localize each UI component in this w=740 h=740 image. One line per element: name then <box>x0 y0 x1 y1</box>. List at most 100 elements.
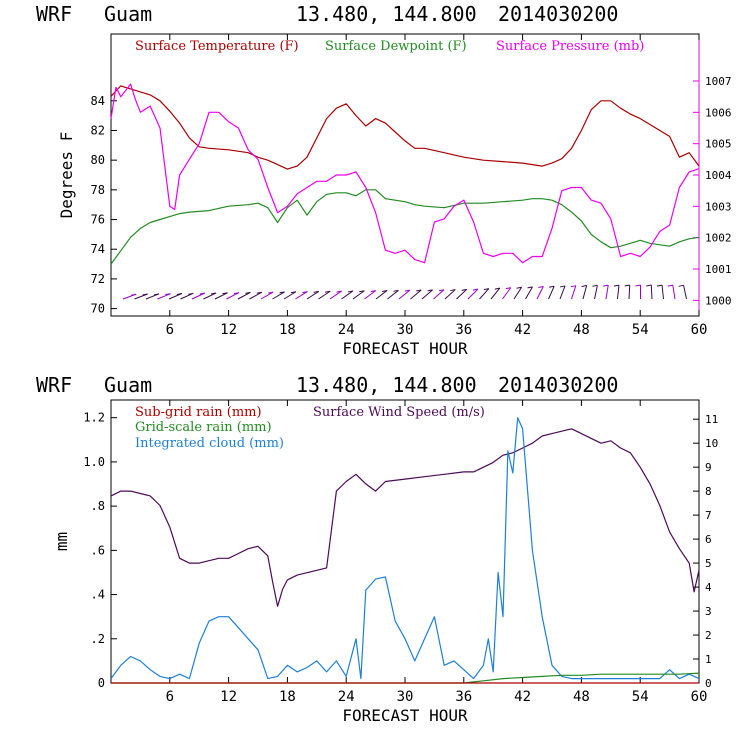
y2-tick-label: 1004 <box>705 169 732 182</box>
wind-barb-flag <box>438 289 445 292</box>
wind-barb-flag <box>461 288 467 291</box>
wind-barb <box>226 292 240 300</box>
x-tick-label: 24 <box>338 322 355 338</box>
wind-barb <box>525 286 533 300</box>
wind-barb <box>214 292 228 300</box>
legend-entry: Surface Dewpoint (F) <box>325 39 467 54</box>
series-surface-wind-speed-m-s <box>110 428 700 607</box>
wind-barb-flag <box>336 290 342 293</box>
series-grid-scale-rain-mm <box>111 672 700 684</box>
series-surface-pressure-mb <box>110 83 700 264</box>
y-tick-label: .2 <box>91 632 105 646</box>
wind-barb <box>571 285 577 300</box>
wind-barb-flag <box>549 285 555 288</box>
x-tick-label: 6 <box>166 322 174 338</box>
wind-barb-flag <box>613 284 620 287</box>
wind-barb-flag <box>538 286 544 289</box>
chart1-header-location: Guam <box>104 2 153 26</box>
wind-barb-flag <box>656 284 663 287</box>
y2-tick-label: 11 <box>705 413 718 426</box>
y-axis-label: Degrees F <box>57 132 76 219</box>
x-tick-label: 12 <box>220 689 237 705</box>
wind-barb-flag <box>153 293 160 296</box>
wind-barb <box>628 284 631 300</box>
wind-barb-flag <box>313 290 319 293</box>
y-tick-label: 76 <box>91 213 105 227</box>
wind-barb-flag <box>570 285 576 288</box>
chart2-header: WRF Guam 13.480, 144.800 2014030200 <box>0 373 740 401</box>
wind-barb-flag <box>188 292 194 295</box>
wind-barb <box>306 290 320 300</box>
legend-entry: Grid-scale rain (mm) <box>135 420 272 435</box>
y-tick-label: 78 <box>91 183 105 197</box>
x-tick-label: 54 <box>632 689 649 705</box>
x-tick-label: 12 <box>220 322 237 338</box>
y-tick-label: .6 <box>91 543 105 557</box>
y2-tick-label: 1 <box>705 653 712 666</box>
wind-barb-flag <box>527 286 533 289</box>
wind-barb <box>272 291 285 300</box>
y2-tick-label: 0 <box>705 677 712 690</box>
y-tick-label: 72 <box>91 272 105 286</box>
wind-barb-flag <box>290 291 297 294</box>
wind-barb <box>467 288 479 300</box>
wind-barb-flag <box>646 284 652 287</box>
wind-barb <box>444 289 456 300</box>
x-tick-label: 48 <box>573 689 590 705</box>
x-tick-label: 48 <box>573 322 590 338</box>
wind-barb <box>617 285 620 300</box>
y-axis-label: mm <box>52 532 71 551</box>
legend-entry: Sub-grid rain (mm) <box>135 405 262 420</box>
wind-barb <box>605 285 609 300</box>
wind-barb <box>249 291 263 300</box>
y-tick-label: 1.2 <box>83 411 105 425</box>
legend-entry: Integrated cloud (mm) <box>135 436 284 451</box>
wind-barb-flag <box>581 284 587 287</box>
wind-barb-flag <box>494 287 500 290</box>
y-tick-label: .4 <box>91 588 105 602</box>
wind-barb <box>410 289 422 300</box>
y2-tick-label: 1007 <box>705 75 732 88</box>
wind-barb <box>180 292 194 300</box>
x-tick-label: 18 <box>279 689 296 705</box>
chart1-header: WRF Guam 13.480, 144.800 2014030200 <box>0 2 740 30</box>
wind-barb <box>548 286 555 300</box>
wind-barb <box>456 289 468 300</box>
series-integrated-cloud-mm <box>110 417 700 680</box>
wind-barb-flag <box>279 291 285 294</box>
x-axis-label: FORECAST HOUR <box>342 339 468 358</box>
y-tick-label: 1.0 <box>83 455 105 469</box>
wind-barb-flag <box>393 289 399 292</box>
wind-barb-flag <box>678 284 684 287</box>
wind-barb <box>650 284 653 300</box>
wind-barb-flag <box>381 289 388 292</box>
x-tick-label: 24 <box>338 689 355 705</box>
y2-tick-label: 6 <box>705 533 712 546</box>
x-tick-label: 42 <box>514 322 531 338</box>
wind-barb <box>513 286 523 300</box>
y2-tick-label: 3 <box>705 605 712 618</box>
y2-tick-label: 7 <box>705 509 712 522</box>
series-surface-temperature-f <box>110 85 700 170</box>
wind-barb-flag <box>245 291 251 294</box>
wind-barb <box>364 290 377 300</box>
wind-barb <box>536 286 544 300</box>
wind-barb-flag <box>505 287 511 290</box>
wind-barb-flag <box>450 289 456 292</box>
wind-barb-flag <box>624 284 630 287</box>
wind-barb <box>318 290 331 300</box>
legend-entry: Surface Pressure (mb) <box>496 39 644 54</box>
wind-barb <box>661 285 664 300</box>
chart2-header-coords: 13.480, 144.800 <box>296 373 477 397</box>
wind-barb <box>683 285 687 300</box>
wind-barb-flag <box>635 284 641 287</box>
y2-tick-label: 4 <box>705 581 712 594</box>
wind-barb <box>329 290 342 300</box>
y2-tick-label: 10 <box>705 437 718 450</box>
wind-barb-flag <box>483 288 489 291</box>
wind-barb <box>479 288 490 300</box>
y2-tick-label: 1002 <box>705 232 732 245</box>
wind-barb-flag <box>176 292 182 295</box>
wind-barb-flag <box>559 285 566 288</box>
